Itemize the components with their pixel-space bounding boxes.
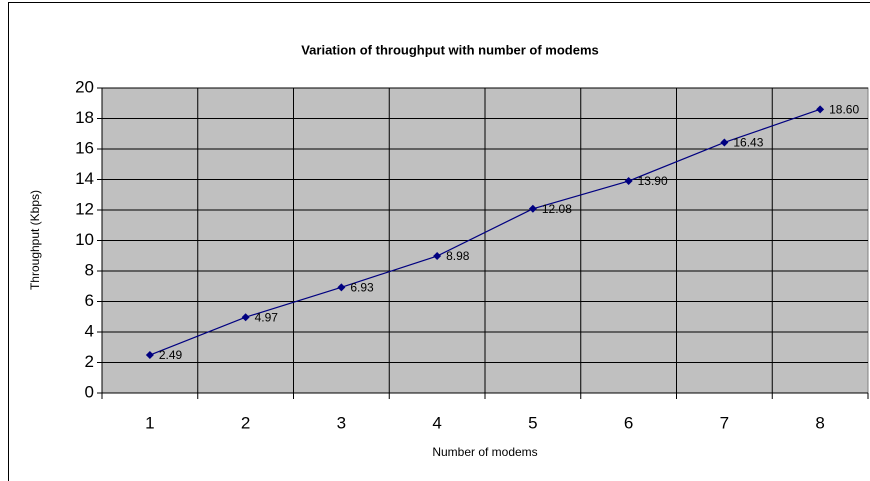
data-point <box>241 313 250 322</box>
y-tick-label: 6 <box>85 291 94 310</box>
data-point <box>433 252 442 261</box>
y-tick-label: 4 <box>85 321 94 340</box>
data-point <box>816 105 825 114</box>
data-label: 4.97 <box>255 310 279 324</box>
x-tick-label: 1 <box>145 413 154 432</box>
y-tick-label: 20 <box>75 77 94 96</box>
x-axis-label: Number of modems <box>432 445 537 459</box>
data-line <box>149 108 821 356</box>
y-tick-label: 10 <box>75 230 94 249</box>
y-tick-label: 14 <box>75 169 94 188</box>
chart-title: Variation of throughput with number of m… <box>301 42 599 57</box>
data-label: 2.49 <box>159 348 183 362</box>
data-point <box>145 351 154 360</box>
x-tick-label: 6 <box>624 413 633 432</box>
y-tick-label: 0 <box>85 382 94 401</box>
x-tick-label: 5 <box>528 413 537 432</box>
x-tick-label: 2 <box>241 413 250 432</box>
x-tick-label: 8 <box>815 413 824 432</box>
data-point <box>720 138 729 147</box>
data-label: 13.90 <box>638 174 668 188</box>
x-tick-label: 4 <box>432 413 441 432</box>
y-axis-label: Throughput (Kbps) <box>28 190 42 290</box>
data-label: 6.93 <box>350 280 374 294</box>
data-label: 12.08 <box>542 202 572 216</box>
data-label: 8.98 <box>446 249 470 263</box>
y-tick-label: 18 <box>75 108 94 127</box>
data-point <box>337 283 346 292</box>
data-label: 18.60 <box>829 103 859 117</box>
y-tick-label: 8 <box>85 260 94 279</box>
data-label: 16.43 <box>733 136 763 150</box>
x-tick-label: 3 <box>337 413 346 432</box>
data-point <box>528 204 537 213</box>
data-point <box>624 177 633 186</box>
y-tick-label: 16 <box>75 138 94 157</box>
x-tick-label: 7 <box>720 413 729 432</box>
y-tick-label: 2 <box>85 352 94 371</box>
y-tick-label: 12 <box>75 199 94 218</box>
